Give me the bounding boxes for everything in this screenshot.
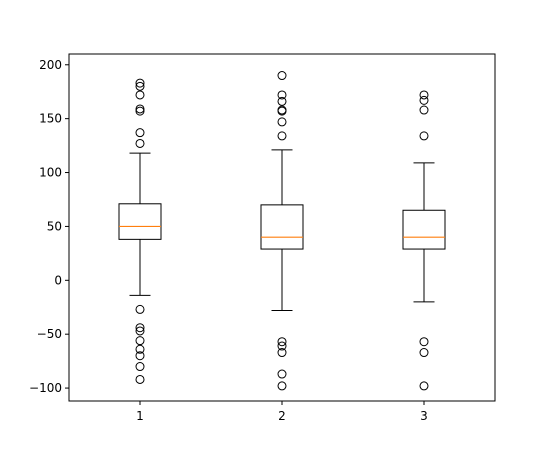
- iqr-box: [402, 209, 446, 250]
- box-group-1: [118, 78, 162, 384]
- flier-point: [277, 337, 287, 347]
- y-tick-label: 200: [39, 58, 62, 72]
- flier-point: [135, 362, 145, 372]
- y-tick-label: 50: [47, 219, 62, 233]
- flier-point: [135, 106, 145, 116]
- flier-point: [135, 323, 145, 333]
- axes: −100 −50 0 50 100 150 200 1 2 3: [29, 53, 496, 423]
- flier-point: [277, 90, 287, 100]
- x-tick-label: 1: [136, 409, 144, 423]
- flier-point: [277, 369, 287, 379]
- flier-point: [135, 78, 145, 88]
- flier-point: [135, 90, 145, 100]
- iqr-box: [260, 204, 304, 250]
- flier-point: [277, 106, 287, 116]
- flier-point: [419, 95, 429, 105]
- flier-point: [135, 138, 145, 148]
- box-group-3: [402, 90, 446, 391]
- flier-point: [419, 381, 429, 391]
- flier-point: [277, 341, 287, 351]
- flier-point: [135, 374, 145, 384]
- flier-point: [277, 117, 287, 127]
- flier-point: [277, 71, 287, 81]
- x-tick-label: 3: [420, 409, 428, 423]
- iqr-box: [118, 203, 162, 240]
- flier-point: [277, 381, 287, 391]
- flier-point: [419, 348, 429, 358]
- flier-point: [135, 128, 145, 138]
- flier-point: [277, 96, 287, 106]
- flier-point: [419, 105, 429, 115]
- flier-point: [135, 344, 145, 354]
- flier-point: [277, 348, 287, 358]
- y-tick-label: 0: [54, 273, 62, 287]
- y-tick-label: 100: [39, 166, 62, 180]
- flier-point: [277, 131, 287, 141]
- x-tick-label: 2: [278, 409, 286, 423]
- flier-point: [135, 351, 145, 361]
- y-tick-label: 150: [39, 112, 62, 126]
- flier-point: [135, 326, 145, 336]
- flier-point: [419, 131, 429, 141]
- flier-point: [135, 336, 145, 346]
- flier-point: [419, 90, 429, 100]
- plot-area: [118, 71, 446, 391]
- box-group-2: [260, 71, 304, 391]
- flier-point: [135, 81, 145, 91]
- y-tick-label: −100: [29, 381, 62, 395]
- flier-point: [135, 104, 145, 114]
- flier-point: [135, 304, 145, 314]
- y-tick-label: −50: [37, 327, 62, 341]
- flier-point: [419, 337, 429, 347]
